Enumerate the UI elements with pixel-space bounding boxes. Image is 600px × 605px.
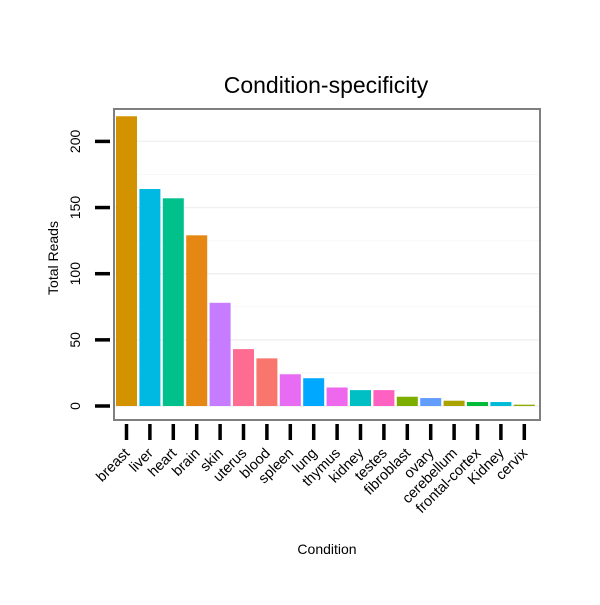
x-axis: breastliverheartbrainskinuterusbloodsple… xyxy=(94,424,532,517)
x-axis-title: Condition xyxy=(297,541,356,557)
chart-title: Condition-specificity xyxy=(224,72,429,98)
bar-blood xyxy=(256,358,278,406)
bar-heart xyxy=(162,198,184,406)
y-tick-label-100: 100 xyxy=(67,262,83,286)
bar-fibroblast xyxy=(396,396,418,406)
bar-thymus xyxy=(326,387,348,406)
y-tick-label-50: 50 xyxy=(67,332,83,348)
y-tick-label-200: 200 xyxy=(67,130,83,154)
bar-testes xyxy=(373,390,395,406)
bar-ovary xyxy=(420,398,442,406)
bar-kidney xyxy=(350,390,371,406)
y-axis-title: Total Reads xyxy=(45,221,61,295)
plot-panel-border xyxy=(113,108,541,421)
bar-skin xyxy=(209,302,231,406)
bar-uterus xyxy=(233,349,254,406)
bar-frontal-cortex xyxy=(467,402,488,406)
bar-Kidney xyxy=(490,402,512,406)
bar-brain xyxy=(186,235,208,406)
bar-cervix xyxy=(513,404,535,406)
bar-cerebellum xyxy=(443,400,465,406)
y-tick-label-0: 0 xyxy=(67,402,83,410)
y-axis: 0 50 100 150 200 xyxy=(67,130,110,410)
bars xyxy=(116,116,535,406)
y-tick-label-150: 150 xyxy=(67,196,83,220)
bar-spleen xyxy=(279,374,301,406)
bar-lung xyxy=(303,378,325,406)
bar-liver xyxy=(139,189,161,406)
bar-breast xyxy=(116,116,137,406)
